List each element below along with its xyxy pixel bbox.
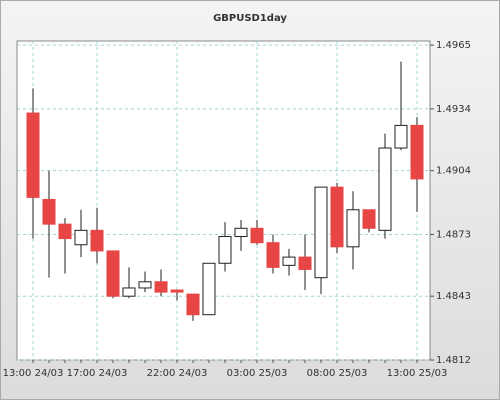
candle-body: [186, 293, 200, 316]
candle-body: [250, 227, 264, 244]
candle-body: [362, 209, 376, 229]
candle-body: [282, 256, 296, 266]
candle-body: [42, 198, 56, 225]
y-tick-label: 1.4812: [436, 355, 471, 366]
x-tick-label: 22:00 24/03: [147, 368, 208, 379]
candle-body: [346, 209, 360, 248]
candle-body: [298, 256, 312, 270]
candle-body: [314, 186, 328, 279]
candle-body: [154, 281, 168, 293]
candle-body: [218, 236, 232, 264]
candle-body: [26, 112, 40, 198]
candle-body: [138, 281, 152, 289]
chart-title: GBPUSD1day: [213, 13, 287, 24]
y-tick-label: 1.4904: [436, 166, 471, 177]
y-tick-label: 1.4873: [436, 229, 471, 240]
candle-body: [378, 147, 392, 231]
candle-body: [170, 289, 184, 293]
y-tick-label: 1.4934: [436, 104, 471, 115]
candle-body: [410, 124, 424, 180]
x-tick-label: 08:00 25/03: [307, 368, 368, 379]
candle-body: [330, 186, 344, 248]
candle-body: [266, 242, 280, 268]
candle-body: [74, 229, 88, 246]
x-tick-label: 13:00 24/03: [3, 368, 64, 379]
candle-body: [58, 223, 72, 240]
candle-body: [394, 124, 408, 149]
y-tick-label: 1.4843: [436, 291, 471, 302]
candle-body: [234, 227, 248, 238]
candle-body: [90, 229, 104, 252]
x-tick-label: 03:00 25/03: [227, 368, 288, 379]
candle-body: [122, 287, 136, 297]
plot-area: [16, 40, 431, 361]
y-tick-label: 1.4965: [436, 40, 471, 51]
x-tick-label: 17:00 24/03: [67, 368, 128, 379]
candle-body: [106, 250, 120, 297]
candle-body: [202, 262, 216, 316]
x-tick-label: 13:00 25/03: [387, 368, 448, 379]
